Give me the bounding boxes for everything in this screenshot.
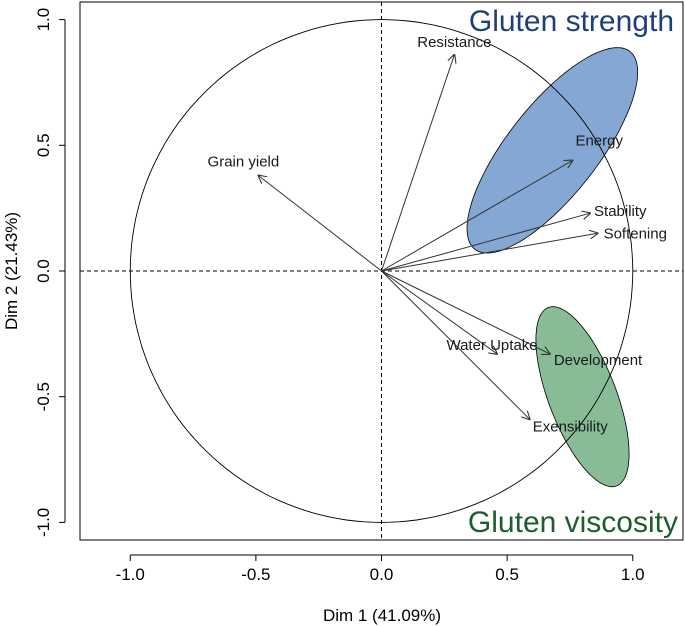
group-ellipse-gluten-strength bbox=[466, 47, 639, 254]
x-axis-title: Dim 1 (41.09%) bbox=[323, 606, 441, 625]
arrow-softening bbox=[381, 233, 598, 272]
x-tick-label: -0.5 bbox=[241, 565, 270, 584]
arrow-resistance bbox=[381, 55, 455, 272]
y-tick-label: 0.5 bbox=[34, 133, 53, 157]
group-title-gluten-viscosity: Gluten viscosity bbox=[468, 506, 678, 539]
label-energy: Energy bbox=[575, 132, 623, 149]
x-tick-label: 1.0 bbox=[621, 565, 645, 584]
group-ellipses bbox=[466, 47, 639, 488]
y-tick-label: 1.0 bbox=[34, 8, 53, 32]
correlation-circle bbox=[129, 19, 634, 523]
arrow-water-uptake bbox=[381, 270, 498, 354]
x-tick-label: -1.0 bbox=[116, 565, 145, 584]
group-title-gluten-strength: Gluten strength bbox=[469, 5, 674, 38]
y-axis-title: Dim 2 (21.43%) bbox=[2, 212, 21, 330]
variable-arrows bbox=[258, 55, 597, 420]
variable-labels: Resistance Grain yield Energy Stability Soft… bbox=[208, 34, 667, 436]
y-tick-label: -1.0 bbox=[34, 508, 53, 537]
y-tick-label: 0.0 bbox=[34, 259, 53, 283]
x-tick-label: 0.5 bbox=[495, 565, 519, 584]
y-axis: -1.0 -0.5 0.0 0.5 1.0 bbox=[34, 8, 66, 537]
arrow-grain-yield bbox=[258, 175, 382, 272]
label-exensibility: Exensibility bbox=[533, 418, 609, 435]
x-tick-label: 0.0 bbox=[370, 565, 394, 584]
label-softening: Softening bbox=[604, 225, 667, 242]
arrow-exensibility bbox=[381, 270, 530, 419]
label-grain-yield: Grain yield bbox=[208, 153, 280, 170]
arrow-development bbox=[381, 270, 550, 354]
label-stability: Stability bbox=[594, 203, 647, 220]
unit-circle bbox=[129, 19, 634, 523]
group-ellipse-gluten-viscosity bbox=[535, 306, 630, 488]
y-tick-label: -0.5 bbox=[34, 382, 53, 411]
label-development: Development bbox=[554, 352, 643, 369]
label-water-uptake: Water Uptake bbox=[446, 337, 537, 354]
arrow-stability bbox=[381, 213, 591, 272]
arrow-energy bbox=[381, 160, 573, 272]
group-labels: Gluten strength Gluten viscosity bbox=[468, 5, 678, 539]
label-resistance: Resistance bbox=[417, 34, 491, 51]
x-axis: -1.0 -0.5 0.0 0.5 1.0 bbox=[116, 554, 645, 584]
